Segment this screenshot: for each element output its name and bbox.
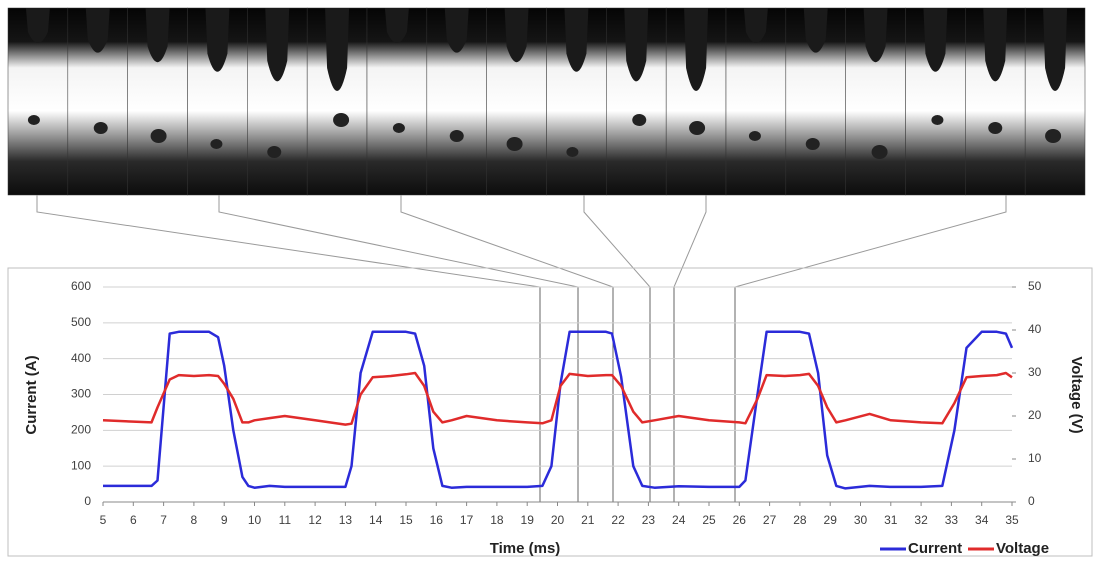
photo-strip [7,7,1086,196]
droplet [27,115,40,125]
x-tick-label: 19 [521,513,535,527]
droplet [566,147,579,157]
x-tick-label: 24 [672,513,686,527]
x-axis-title: Time (ms) [490,540,561,557]
series-line [103,330,1014,490]
droplet [267,146,282,158]
droplet [988,122,1003,134]
x-tick-label: 31 [884,513,898,527]
pendant-drop [983,8,1008,82]
x-tick-label: 33 [945,513,959,527]
x-tick-label: 7 [160,513,167,527]
droplet [689,121,706,135]
legend-label: Current [908,540,962,557]
droplet [392,123,405,133]
pendant-drop [743,8,768,43]
droplet [871,145,888,159]
y-axis-title: Current (A) [23,355,40,434]
x-tick-label: 30 [854,513,868,527]
y-tick-label: 300 [71,387,91,401]
droplet [210,139,223,149]
y2-tick-label: 20 [1028,408,1042,422]
x-tick-label: 21 [581,513,595,527]
x-tick-label: 14 [369,513,383,527]
droplet [632,114,647,126]
droplet [333,113,350,127]
y2-tick-label: 10 [1028,451,1042,465]
x-tick-label: 35 [1005,513,1019,527]
pendant-drop [863,8,888,63]
connectors [36,195,1007,288]
x-tick-label: 34 [975,513,989,527]
x-tick-label: 23 [642,513,656,527]
x-tick-label: 16 [430,513,444,527]
droplet [805,138,820,150]
x-tick-label: 32 [914,513,928,527]
x-tick-label: 11 [279,513,292,527]
droplet [748,131,761,141]
pendant-drop [923,8,948,72]
x-tick-label: 17 [460,513,474,527]
series-line [102,371,1013,426]
pendant-drop [624,8,649,82]
pendant-drop [1043,8,1068,91]
pendant-drop [803,8,828,53]
pendant-drop [504,8,529,63]
droplet [150,129,167,143]
pendant-drop [384,8,409,43]
x-tick-label: 8 [191,513,198,527]
droplet [93,122,108,134]
pendant-drop [265,8,290,82]
x-tick-label: 10 [248,513,262,527]
y-tick-label: 0 [84,494,91,508]
y2-tick-label: 50 [1028,279,1042,293]
y-tick-label: 200 [71,423,91,437]
y-tick-label: 600 [71,279,91,293]
droplet [1045,129,1062,143]
y-tick-label: 100 [71,458,91,472]
droplet [506,137,523,151]
pendant-drop [684,8,709,91]
x-tick-label: 18 [490,513,504,527]
x-tick-label: 22 [611,513,625,527]
x-tick-label: 13 [339,513,353,527]
y-tick-label: 400 [71,351,91,365]
pendant-drop [444,8,469,53]
droplet [931,115,944,125]
x-tick-label: 5 [100,513,107,527]
y2-tick-label: 30 [1028,365,1042,379]
x-tick-label: 15 [399,513,413,527]
chart-frame [7,267,1093,557]
pendant-drop [85,8,110,53]
x-tick-label: 26 [733,513,747,527]
x-tick-label: 12 [308,513,322,527]
x-tick-label: 27 [763,513,777,527]
y2-tick-label: 0 [1028,494,1035,508]
x-tick-label: 9 [221,513,228,527]
pendant-drop [205,8,230,72]
x-tick-label: 29 [824,513,838,527]
droplet [449,130,464,142]
pendant-drop [145,8,170,63]
pendant-drop [325,8,350,91]
pendant-drop [25,8,50,43]
y-tick-label: 500 [71,315,91,329]
legend-label: Voltage [996,540,1049,557]
x-tick-label: 20 [551,513,565,527]
x-tick-label: 6 [130,513,137,527]
y2-tick-label: 40 [1028,322,1042,336]
y2-axis-title: Voltage (V) [1068,356,1085,433]
x-tick-label: 25 [702,513,716,527]
pendant-drop [564,8,589,72]
x-tick-label: 28 [793,513,807,527]
